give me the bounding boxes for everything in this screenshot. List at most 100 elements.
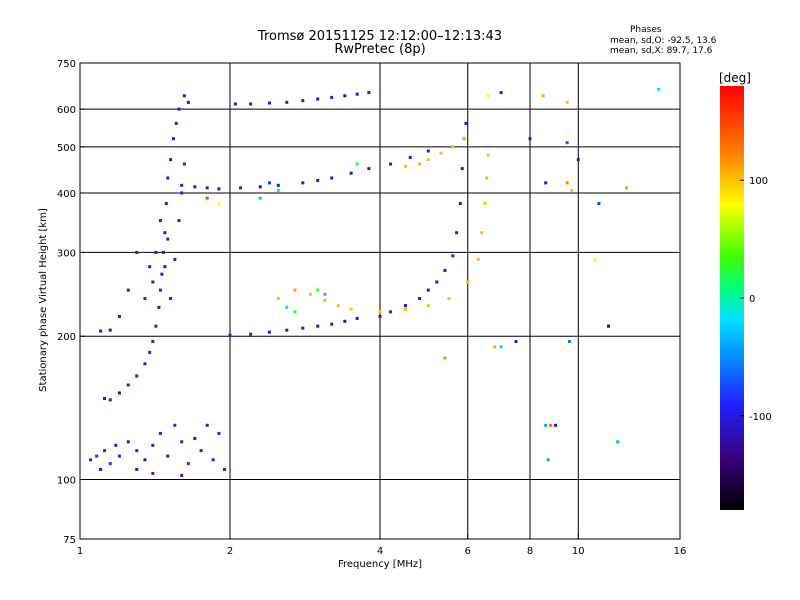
phase-point [99, 329, 103, 333]
phase-point [293, 310, 297, 314]
phase-point [114, 443, 118, 447]
colorbar-tick-label: -100 [749, 412, 772, 423]
phase-point [451, 145, 455, 149]
phase-point [173, 423, 177, 427]
phase-point [607, 324, 611, 328]
colorbar-label: [deg] [719, 71, 751, 85]
phase-point [211, 458, 215, 462]
phase-point [367, 91, 371, 95]
phase-point [408, 155, 412, 159]
phase-point [223, 467, 227, 471]
phase-point [403, 307, 407, 311]
phase-point [458, 202, 462, 206]
phase-point [417, 162, 421, 166]
phase-point [464, 121, 468, 125]
phase-point [544, 423, 548, 427]
phase-point [166, 176, 170, 180]
phase-point [267, 101, 271, 105]
phase-point [565, 141, 569, 145]
phase-point [180, 191, 184, 195]
phase-point [616, 440, 620, 444]
x-tick-label: 10 [572, 546, 585, 557]
phases-o-stats: mean, sd,O: -92.5, 13.6 [610, 36, 717, 46]
phase-point [135, 374, 139, 378]
phase-point [99, 467, 103, 471]
phase-point [593, 257, 597, 261]
phase-point [180, 473, 184, 477]
phase-point [293, 288, 297, 292]
phase-point [158, 288, 162, 292]
phase-point [180, 183, 184, 187]
phase-point [316, 97, 320, 101]
phase-point [249, 332, 253, 336]
phase-point [164, 202, 168, 206]
phase-point [135, 467, 139, 471]
phase-point [177, 219, 181, 223]
phase-point [135, 250, 139, 254]
phase-point [570, 188, 574, 192]
phase-point [426, 304, 430, 308]
phase-point [323, 298, 327, 302]
phase-point [316, 178, 320, 182]
phase-point [493, 345, 497, 349]
phase-point [163, 265, 167, 269]
phase-point [158, 219, 162, 223]
phase-point [126, 440, 130, 444]
phase-point [343, 319, 347, 323]
phase-point [349, 171, 353, 175]
x-axis-ticks: 1 2 4 6 8 10 16 [77, 534, 686, 557]
phase-point [161, 250, 165, 254]
colorbar-tick-label: 100 [749, 176, 768, 187]
phase-point [355, 92, 359, 96]
phase-point [597, 202, 601, 206]
phase-point [186, 100, 190, 104]
phase-point [169, 158, 173, 162]
phase-point [205, 186, 209, 190]
phase-point [151, 280, 155, 284]
phase-point [330, 95, 334, 99]
phase-point [166, 454, 170, 458]
phase-point [336, 304, 340, 308]
phase-point [186, 462, 190, 466]
phase-point [443, 268, 447, 272]
phase-point [285, 100, 289, 104]
phase-point [193, 436, 197, 440]
phase-point [177, 107, 181, 111]
phase-point [462, 137, 466, 141]
x-tick-label: 2 [227, 546, 233, 557]
phase-point [108, 328, 112, 332]
colorbar-ticks: 100 0 -100 [740, 176, 772, 423]
y-tick-label: 100 [57, 476, 76, 487]
phase-point [657, 87, 661, 91]
phase-point [403, 164, 407, 168]
phase-point [217, 431, 221, 435]
phase-point [182, 162, 186, 166]
phase-point [151, 339, 155, 343]
phase-point [258, 196, 262, 200]
phase-point [148, 265, 152, 269]
phase-point [117, 391, 121, 395]
phase-point [276, 188, 280, 192]
phase-point [258, 185, 262, 189]
phase-point [426, 288, 430, 292]
phases-x-stats: mean, sd,X: 89.7, 17.6 [610, 46, 713, 56]
y-tick-label: 600 [57, 105, 76, 116]
phase-point [276, 183, 280, 187]
phase-point [217, 202, 221, 206]
phase-point [389, 310, 393, 314]
phase-point [426, 149, 430, 153]
y-tick-label: 750 [57, 59, 76, 70]
phase-point [355, 316, 359, 320]
phase-point [148, 350, 152, 354]
x-axis-label: Frequency [MHz] [338, 559, 422, 570]
phase-point [151, 471, 155, 475]
phase-point [173, 257, 177, 261]
phase-point [553, 423, 557, 427]
phase-point [182, 94, 186, 98]
phase-point [349, 307, 353, 311]
phase-point [476, 257, 480, 261]
phase-point [267, 330, 271, 334]
phase-point [451, 254, 455, 258]
phase-point [565, 100, 569, 104]
phase-point [367, 167, 371, 171]
